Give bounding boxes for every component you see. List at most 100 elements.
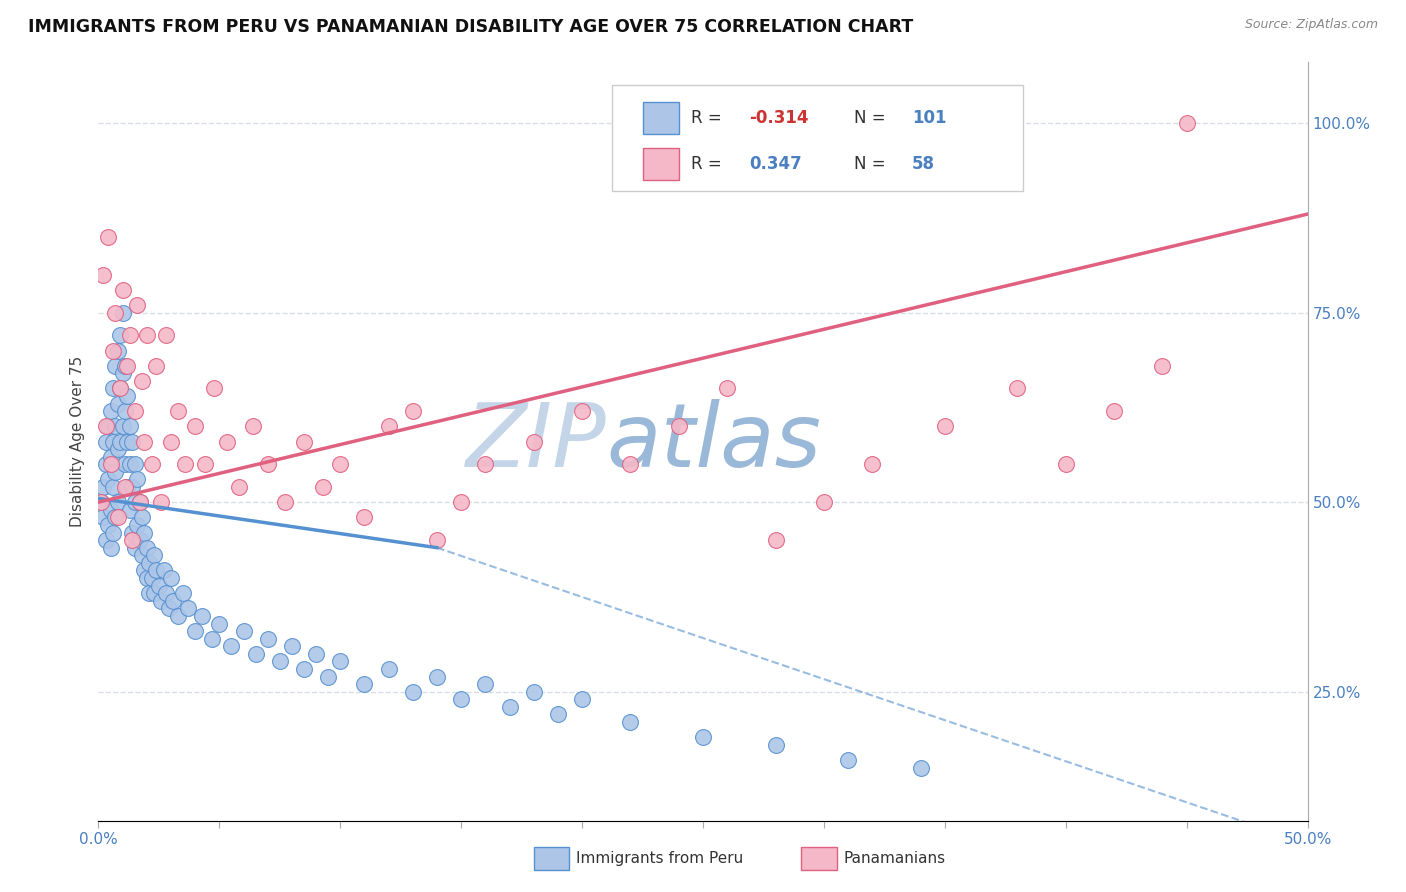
Point xyxy=(155,586,177,600)
Point xyxy=(101,343,124,358)
Point xyxy=(100,541,122,555)
Point xyxy=(111,366,134,380)
Point xyxy=(131,510,153,524)
Point xyxy=(114,404,136,418)
Point xyxy=(100,450,122,464)
Point xyxy=(450,692,472,706)
Point xyxy=(228,480,250,494)
Point xyxy=(114,359,136,373)
Point xyxy=(90,495,112,509)
Point xyxy=(117,389,139,403)
Point xyxy=(716,382,738,396)
Text: R =: R = xyxy=(690,109,727,128)
Point xyxy=(91,510,114,524)
Point xyxy=(94,457,117,471)
Point xyxy=(124,404,146,418)
Point xyxy=(104,465,127,479)
Point xyxy=(134,434,156,449)
Point xyxy=(305,647,328,661)
Point xyxy=(837,753,859,767)
Point xyxy=(162,594,184,608)
Point xyxy=(121,533,143,547)
Point xyxy=(135,541,157,555)
Point xyxy=(377,662,399,676)
Point xyxy=(100,503,122,517)
Point xyxy=(765,738,787,752)
Point xyxy=(118,328,141,343)
Point xyxy=(127,473,149,487)
Point xyxy=(312,480,335,494)
Point xyxy=(474,677,496,691)
Point xyxy=(138,586,160,600)
Point xyxy=(104,419,127,434)
Point xyxy=(174,457,197,471)
Point xyxy=(860,457,883,471)
Point xyxy=(221,639,243,653)
Point xyxy=(101,525,124,540)
Point xyxy=(450,495,472,509)
Point xyxy=(104,510,127,524)
Point xyxy=(111,305,134,319)
Point xyxy=(145,359,167,373)
Point xyxy=(94,533,117,547)
Text: IMMIGRANTS FROM PERU VS PANAMANIAN DISABILITY AGE OVER 75 CORRELATION CHART: IMMIGRANTS FROM PERU VS PANAMANIAN DISAB… xyxy=(28,18,914,36)
Text: 101: 101 xyxy=(912,109,946,128)
Point xyxy=(152,564,174,578)
Point xyxy=(114,480,136,494)
Point xyxy=(273,495,295,509)
Point xyxy=(101,382,124,396)
Point xyxy=(104,359,127,373)
Point xyxy=(402,404,425,418)
Point xyxy=(127,298,149,312)
Point xyxy=(316,669,339,683)
Point xyxy=(692,730,714,744)
Text: Source: ZipAtlas.com: Source: ZipAtlas.com xyxy=(1244,18,1378,31)
Point xyxy=(329,655,352,669)
Point xyxy=(97,517,120,532)
Text: -0.314: -0.314 xyxy=(749,109,808,128)
Text: atlas: atlas xyxy=(606,399,821,484)
Point xyxy=(1175,116,1198,130)
Point xyxy=(184,419,207,434)
Point xyxy=(204,382,226,396)
Point xyxy=(571,404,593,418)
Point xyxy=(160,571,183,585)
Point xyxy=(128,495,150,509)
Point xyxy=(143,548,166,563)
Point xyxy=(177,601,200,615)
Point xyxy=(150,495,173,509)
Point xyxy=(167,404,190,418)
Point xyxy=(269,655,291,669)
Point xyxy=(117,359,139,373)
Point xyxy=(292,434,315,449)
Point xyxy=(934,419,956,434)
Point xyxy=(94,434,117,449)
Point xyxy=(118,503,141,517)
Point xyxy=(426,669,449,683)
Point xyxy=(184,624,207,639)
Point xyxy=(256,457,278,471)
Point xyxy=(91,480,114,494)
Text: N =: N = xyxy=(855,109,891,128)
Point xyxy=(100,457,122,471)
Point xyxy=(498,699,520,714)
Point xyxy=(281,639,304,653)
Point xyxy=(813,495,835,509)
Point xyxy=(138,556,160,570)
Point xyxy=(107,396,129,410)
Point xyxy=(94,419,117,434)
Point xyxy=(167,609,190,624)
Point xyxy=(107,495,129,509)
Point xyxy=(141,457,163,471)
Point xyxy=(194,457,217,471)
Point xyxy=(1152,359,1174,373)
FancyBboxPatch shape xyxy=(643,103,679,134)
Point xyxy=(101,480,124,494)
Point xyxy=(121,525,143,540)
Point xyxy=(118,419,141,434)
Point xyxy=(107,343,129,358)
Point xyxy=(107,510,129,524)
Point xyxy=(245,647,267,661)
Point xyxy=(160,434,183,449)
Point xyxy=(145,564,167,578)
